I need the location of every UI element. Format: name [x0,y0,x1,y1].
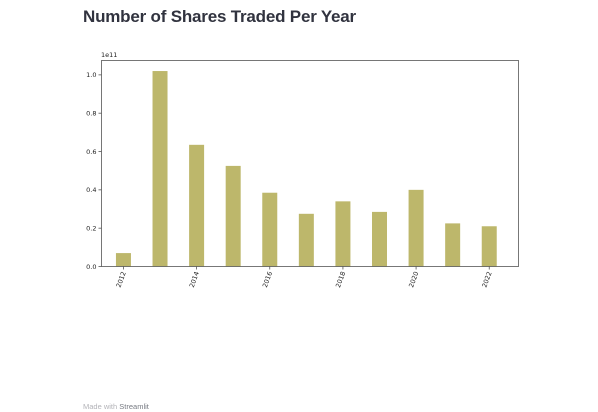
page-title: Number of Shares Traded Per Year [83,7,356,26]
plot-frame [101,60,519,267]
footer-brand-link[interactable]: Streamlit [119,402,149,411]
x-tick-label: 2020 [407,270,420,288]
x-tick-label: 2014 [188,270,201,288]
footer-made-with: Made with [83,402,118,411]
bar-2021 [445,223,461,267]
y-tick-label: 0.4 [86,186,96,194]
y-tick-label: 0.8 [86,109,96,117]
bars-group [115,71,497,267]
footer: Made with Streamlit [83,402,149,411]
x-axis: 2012 2014 2016 2018 2020 2022 [115,266,494,289]
y-offset-label: 1e11 [101,51,117,59]
y-tick-label: 1.0 [86,71,96,79]
y-tick-label: 0.2 [86,224,96,232]
bar-2018 [335,201,351,267]
bar-2020 [408,189,424,267]
x-tick-label: 2016 [261,270,274,288]
bar-2013 [152,71,168,267]
bar-2014 [189,144,205,267]
bar-2012 [115,253,131,267]
x-tick-label: 2018 [334,270,347,288]
x-tick-label: 2022 [480,270,493,288]
bar-2019 [372,211,387,267]
bar-2016 [262,192,278,267]
bar-2022 [481,226,497,267]
y-axis: 0.0 0.2 0.4 0.6 0.8 1.0 [86,71,102,271]
y-tick-label: 0.0 [86,263,96,271]
x-tick-label: 2012 [115,270,128,288]
y-tick-label: 0.6 [86,148,96,156]
bar-2015 [225,165,241,267]
bar-2017 [298,213,314,267]
